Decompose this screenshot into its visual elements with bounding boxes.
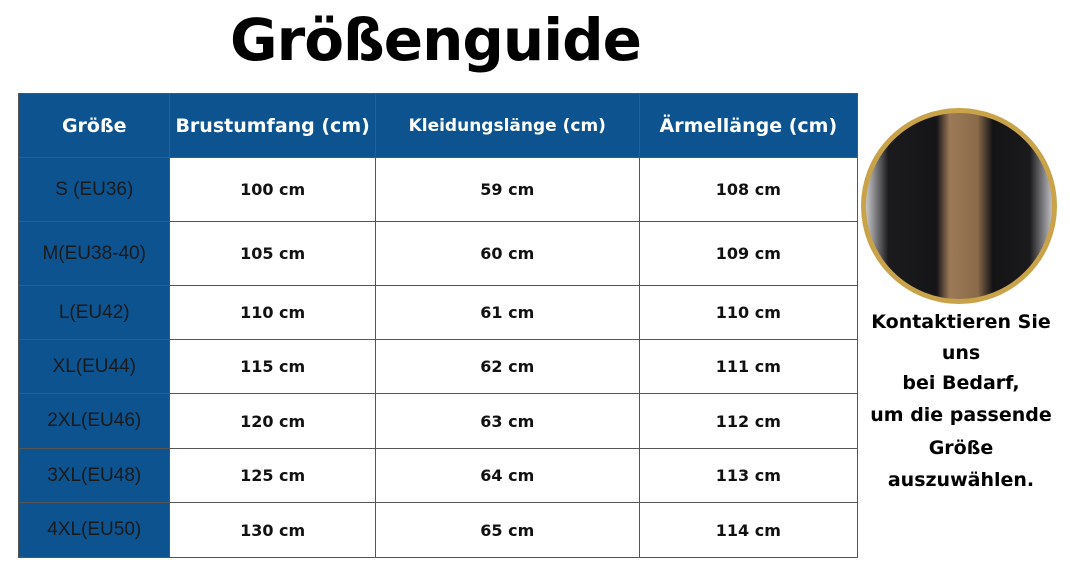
value-cell: 63 cm	[374, 393, 640, 449]
product-photo	[861, 108, 1057, 304]
value-cell: 114 cm	[638, 502, 859, 558]
header-length: Kleidungslänge (cm)	[374, 93, 640, 158]
table-row: 3XL(EU48) 125 cm 64 cm 113 cm	[17, 448, 859, 503]
contact-line: bei Bedarf,	[902, 371, 1020, 394]
size-table: Größe Brustumfang (cm) Kleidungslänge (c…	[17, 93, 859, 558]
value-cell: 100 cm	[169, 157, 376, 222]
size-cell: S (EU36)	[17, 157, 171, 222]
table-header-row: Größe Brustumfang (cm) Kleidungslänge (c…	[17, 93, 859, 158]
header-chest: Brustumfang (cm)	[169, 93, 376, 158]
contact-line: auszuwählen.	[887, 469, 1035, 491]
value-cell: 62 cm	[374, 339, 640, 394]
table-row: 4XL(EU50) 130 cm 65 cm 114 cm	[17, 502, 859, 558]
contact-line: uns	[941, 341, 981, 364]
size-cell: 3XL(EU48)	[17, 448, 171, 503]
table-row: XL(EU44) 115 cm 62 cm 111 cm	[17, 339, 859, 394]
value-cell: 60 cm	[374, 221, 640, 286]
contact-note: Kontaktieren Sie uns bei Bedarf, um die …	[860, 306, 1062, 497]
value-cell: 115 cm	[169, 339, 376, 394]
value-cell: 110 cm	[169, 285, 376, 340]
size-cell: XL(EU44)	[17, 339, 171, 394]
value-cell: 125 cm	[169, 448, 376, 503]
contact-line: Größe	[928, 436, 994, 459]
value-cell: 111 cm	[638, 339, 859, 394]
value-cell: 112 cm	[638, 393, 859, 449]
size-cell: 4XL(EU50)	[17, 502, 171, 558]
value-cell: 64 cm	[374, 448, 640, 503]
value-cell: 109 cm	[638, 221, 859, 286]
size-cell: M(EU38-40)	[17, 221, 171, 286]
page-title: Größenguide	[230, 6, 642, 74]
table-row: 2XL(EU46) 120 cm 63 cm 112 cm	[17, 393, 859, 449]
size-cell: 2XL(EU46)	[17, 393, 171, 449]
size-cell: L(EU42)	[17, 285, 171, 340]
table-row: M(EU38-40) 105 cm 60 cm 109 cm	[17, 221, 859, 286]
value-cell: 61 cm	[374, 285, 640, 340]
value-cell: 113 cm	[638, 448, 859, 503]
value-cell: 130 cm	[169, 502, 376, 558]
table-row: S (EU36) 100 cm 59 cm 108 cm	[17, 157, 859, 222]
header-sleeve: Ärmellänge (cm)	[638, 93, 859, 158]
header-size: Größe	[17, 93, 171, 158]
value-cell: 108 cm	[638, 157, 859, 222]
table-row: L(EU42) 110 cm 61 cm 110 cm	[17, 285, 859, 340]
contact-line: um die passende	[870, 404, 1052, 426]
value-cell: 110 cm	[638, 285, 859, 340]
value-cell: 120 cm	[169, 393, 376, 449]
value-cell: 59 cm	[374, 157, 640, 222]
value-cell: 65 cm	[374, 502, 640, 558]
value-cell: 105 cm	[169, 221, 376, 286]
contact-line: Kontaktieren Sie	[871, 311, 1051, 333]
